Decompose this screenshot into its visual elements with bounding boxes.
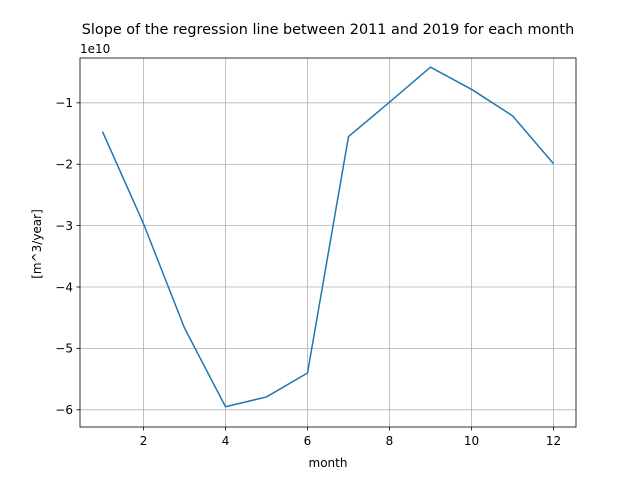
x-tick-label: 6 [304, 434, 312, 448]
y-axis-offset-label: 1e10 [80, 42, 110, 56]
y-axis-ticks: −6 −5 −4 −3 −2 −1 [55, 96, 80, 417]
y-tick-label: −4 [55, 280, 73, 294]
y-tick-label: −2 [55, 158, 73, 172]
x-tick-label: 12 [546, 434, 561, 448]
x-axis-ticks: 2 4 6 8 10 12 [140, 427, 561, 448]
y-axis-label: [m^3/year] [30, 209, 44, 279]
x-axis-label: month [309, 456, 348, 470]
x-tick-label: 10 [464, 434, 479, 448]
x-tick-label: 8 [386, 434, 394, 448]
y-tick-label: −1 [55, 96, 73, 110]
x-tick-label: 2 [140, 434, 148, 448]
y-tick-label: −5 [55, 342, 73, 356]
axes-frame [79, 57, 577, 428]
grid [80, 58, 576, 427]
chart-title: Slope of the regression line between 201… [82, 22, 574, 38]
y-tick-label: −6 [55, 403, 73, 417]
y-tick-label: −3 [55, 219, 73, 233]
x-tick-label: 4 [222, 434, 230, 448]
series-line [101, 66, 555, 408]
